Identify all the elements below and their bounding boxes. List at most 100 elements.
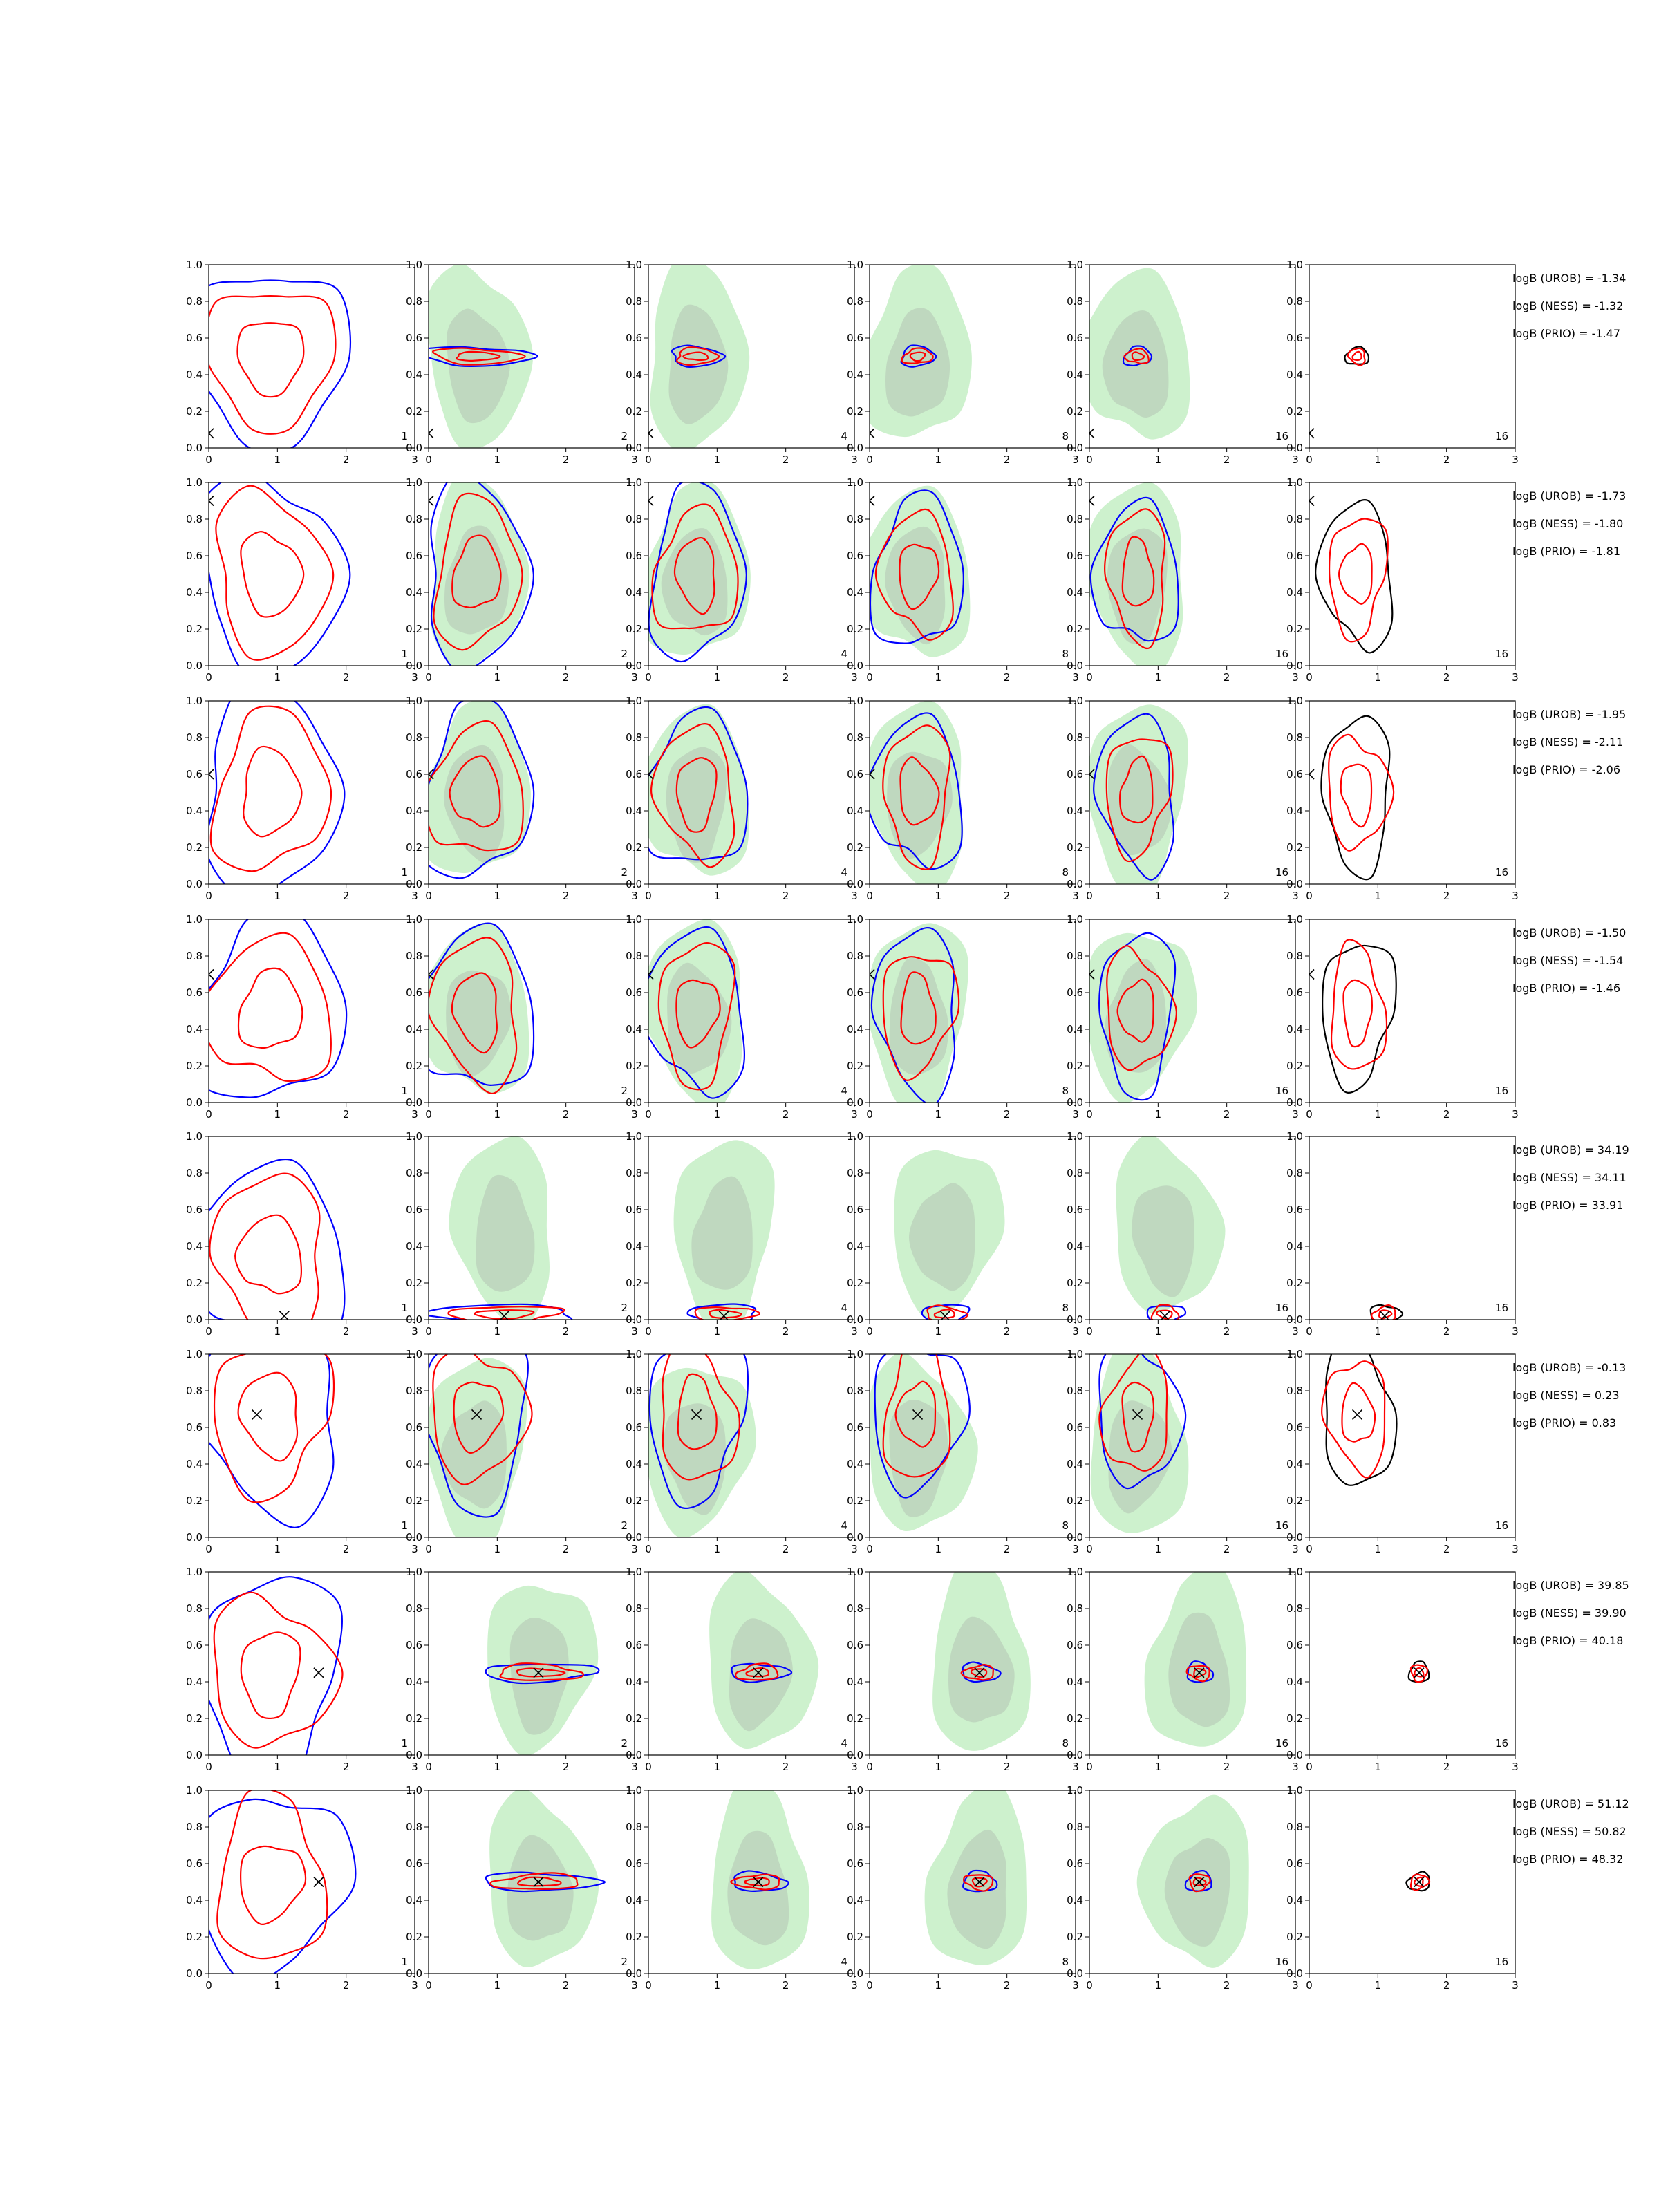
y-tick-label: 0.4	[406, 1240, 422, 1253]
y-tick-label: 1.0	[406, 1784, 422, 1797]
panel-r3-c5: 0 1 2 30.00.20.40.60.81.016	[1067, 695, 1299, 902]
x-tick-label: 2	[343, 1543, 350, 1555]
x-tick-label: 1	[274, 671, 281, 684]
y-tick-label: 0.6	[1286, 1421, 1303, 1434]
panel-r4-c3: 0 1 2 30.00.20.40.60.81.04	[626, 913, 858, 1121]
panel-r3-c1: 0 1 2 3 0.0 0.2 0.4 0.6 0.8 1.0 1	[186, 695, 418, 902]
y-tick-label: 0.8	[1067, 513, 1083, 525]
contour-outer	[209, 482, 351, 666]
contour-outer	[962, 1661, 1002, 1683]
panel-plot-area	[709, 1572, 819, 1749]
panel-plot-area	[1116, 1136, 1226, 1320]
axes-frame	[1089, 700, 1296, 885]
y-tick-label: 0.0	[626, 1531, 642, 1544]
x-tick-label: 1	[274, 1108, 281, 1121]
y-tick-label: 0.2	[847, 623, 863, 635]
x-marker-icon	[718, 1311, 729, 1320]
y-tick-label: 0.2	[626, 1277, 642, 1289]
sample-density-outer	[870, 923, 968, 1103]
y-tick-label: 1.0	[1286, 259, 1303, 271]
panel-corner-label: 16	[1495, 430, 1508, 442]
contour-middle	[1409, 1873, 1431, 1891]
y-tick-label: 0.6	[1067, 1203, 1083, 1216]
y-tick-label: 1.0	[186, 1566, 203, 1578]
contour-inner	[240, 531, 305, 618]
x-tick-label: 2	[782, 1979, 789, 1991]
logb-label-urob: logB (UROB) = -1.34	[1512, 272, 1626, 285]
y-tick-label: 0.0	[1286, 1749, 1303, 1761]
panel-plot-area	[648, 919, 745, 1103]
axes-frame	[208, 919, 415, 1103]
x-tick-label: 0	[866, 1325, 873, 1338]
sample-density-inner	[1102, 310, 1169, 418]
sample-density-inner	[908, 1183, 975, 1291]
y-tick-label: 0.2	[626, 405, 642, 418]
contour-inner	[234, 1214, 303, 1295]
y-tick-label: 1.0	[847, 476, 863, 489]
x-tick-label: 1	[714, 1325, 721, 1338]
contour-inner	[449, 755, 501, 828]
y-tick-label: 0.0	[1286, 659, 1303, 672]
contour-middle	[213, 1591, 344, 1749]
logb-label-urob: logB (UROB) = -1.73	[1512, 489, 1626, 503]
x-tick-label: 3	[1512, 1761, 1519, 1773]
panel-plot-area	[429, 482, 534, 666]
x-tick-label: 3	[411, 1325, 418, 1338]
x-tick-label: 1	[714, 453, 721, 466]
y-tick-label: 0.4	[1067, 1240, 1083, 1253]
contour-outer	[209, 701, 346, 884]
logb-label-ness: logB (NESS) = -2.11	[1512, 735, 1623, 749]
y-tick-label: 1.0	[1067, 1348, 1083, 1360]
panel-corner-label: 4	[841, 866, 847, 879]
x-tick-label: 0	[645, 453, 652, 466]
logb-label-prio: logB (PRIO) = -1.81	[1512, 545, 1620, 558]
x-tick-label: 0	[1306, 1543, 1313, 1555]
panel-corner-label: 16	[1495, 1085, 1508, 1097]
panel-plot-area	[870, 923, 968, 1103]
contour-middle	[960, 1664, 994, 1681]
contour-inner	[1414, 1667, 1425, 1678]
x-tick-label: 0	[866, 1108, 873, 1121]
panel-plot-area	[870, 265, 972, 439]
sample-density-outer	[429, 922, 529, 1094]
x-tick-label: 3	[851, 1108, 858, 1121]
y-tick-label: 0.4	[626, 805, 642, 817]
x-tick-label: 1	[714, 1543, 721, 1555]
x-tick-label: 0	[425, 1108, 432, 1121]
y-tick-label: 0.0	[1286, 878, 1303, 890]
panel-plot-area	[894, 1150, 1005, 1320]
y-tick-label: 0.4	[1286, 1458, 1303, 1470]
x-tick-label: 3	[1512, 1325, 1519, 1338]
panel-corner-label: 4	[841, 430, 847, 442]
y-tick-label: 0.0	[406, 1531, 422, 1544]
sample-density-inner	[691, 1176, 753, 1290]
x-tick-label: 3	[631, 1108, 638, 1121]
panel-r5-c5: 0 1 2 30.00.20.40.60.81.016	[1067, 1130, 1299, 1338]
x-marker-icon	[429, 769, 434, 780]
y-tick-label: 0.4	[406, 1023, 422, 1035]
sample-density-outer	[1090, 1354, 1189, 1533]
x-tick-label: 3	[1512, 1543, 1519, 1555]
x-marker-icon	[974, 1667, 985, 1678]
y-tick-label: 0.8	[626, 1602, 642, 1615]
contour-middle	[730, 1873, 780, 1891]
y-tick-label: 1.0	[1067, 259, 1083, 271]
x-marker-icon	[429, 968, 434, 980]
x-marker-icon	[753, 1876, 764, 1888]
panel-corner-label: 8	[1062, 1302, 1069, 1314]
contour-outer	[1322, 944, 1397, 1094]
sample-density-outer	[1089, 932, 1197, 1103]
contour-inner	[933, 1309, 955, 1319]
x-tick-label: 1	[494, 1761, 501, 1773]
axes-frame	[1309, 1571, 1516, 1756]
y-tick-label: 0.2	[626, 1494, 642, 1507]
y-tick-label: 0.8	[1067, 1821, 1083, 1833]
panel-plot-area	[648, 265, 750, 448]
panel-r1-c4: 0 1 2 30.00.20.40.60.81.08	[847, 259, 1079, 466]
x-tick-label: 1	[1375, 1543, 1382, 1555]
x-tick-label: 1	[1155, 1761, 1162, 1773]
x-tick-label: 1	[714, 1108, 721, 1121]
axes-frame	[1089, 1136, 1296, 1320]
x-tick-label: 0	[645, 1543, 652, 1555]
x-tick-label: 1	[274, 453, 281, 466]
